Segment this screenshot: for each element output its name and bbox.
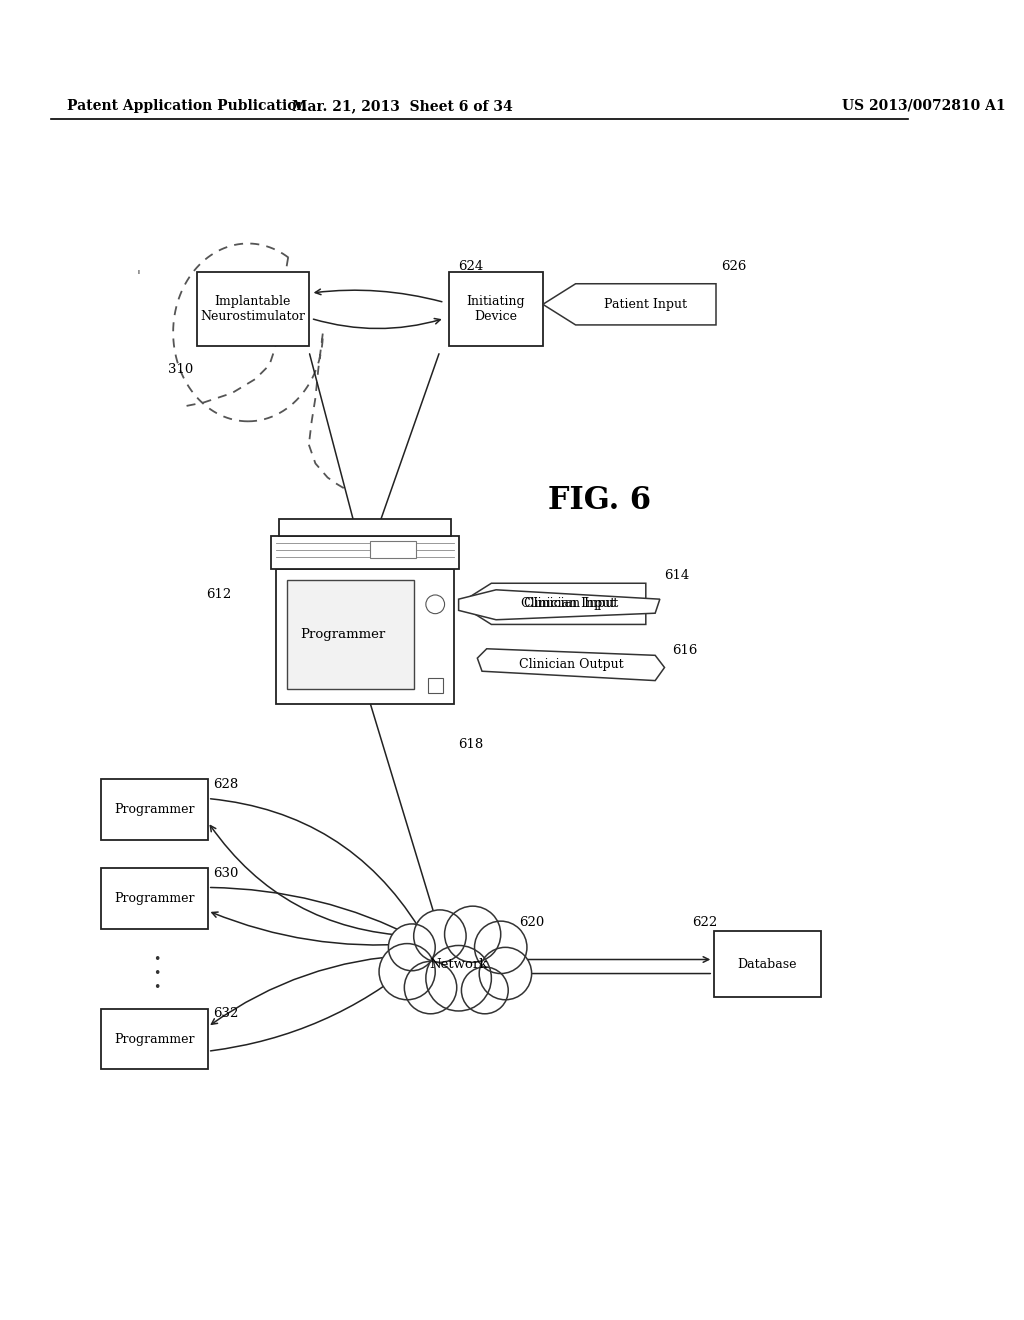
Circle shape <box>474 921 527 974</box>
Bar <box>100 779 208 840</box>
Polygon shape <box>459 583 646 624</box>
Text: Mar. 21, 2013  Sheet 6 of 34: Mar. 21, 2013 Sheet 6 of 34 <box>292 99 513 114</box>
Text: FIG. 6: FIG. 6 <box>548 486 650 516</box>
Bar <box>279 519 452 536</box>
Bar <box>271 536 459 569</box>
Polygon shape <box>543 284 716 325</box>
Text: 612: 612 <box>206 587 231 601</box>
Text: Network: Network <box>429 958 487 970</box>
Text: 614: 614 <box>665 569 690 582</box>
Text: Clinician Input: Clinician Input <box>524 598 618 610</box>
Circle shape <box>426 945 492 1011</box>
Text: ': ' <box>136 269 140 284</box>
Text: 632: 632 <box>213 1007 239 1020</box>
Text: Initiating
Device: Initiating Device <box>467 294 525 323</box>
Text: •: • <box>154 968 161 979</box>
Bar <box>428 678 442 693</box>
Text: 310: 310 <box>169 363 194 376</box>
Circle shape <box>479 948 531 999</box>
Bar <box>288 579 414 689</box>
Circle shape <box>379 944 435 999</box>
Text: Programmer: Programmer <box>115 892 195 906</box>
Polygon shape <box>477 648 665 681</box>
Text: •: • <box>154 981 161 994</box>
Bar <box>100 1008 208 1069</box>
Text: 622: 622 <box>692 916 718 928</box>
Bar <box>276 569 454 705</box>
Text: 610: 610 <box>375 532 399 545</box>
Text: Programmer: Programmer <box>300 628 386 642</box>
Text: 620: 620 <box>519 916 545 928</box>
Circle shape <box>388 924 435 970</box>
Text: Implantable
Neurostimulator: Implantable Neurostimulator <box>201 294 305 323</box>
Text: Patient Input: Patient Input <box>604 298 687 310</box>
Text: Programmer: Programmer <box>115 1032 195 1045</box>
Text: US 2013/0072810 A1: US 2013/0072810 A1 <box>843 99 1006 114</box>
Circle shape <box>444 906 501 962</box>
Bar <box>714 932 821 997</box>
Polygon shape <box>459 590 659 620</box>
Text: Patent Application Publication: Patent Application Publication <box>68 99 307 114</box>
Circle shape <box>414 909 466 962</box>
Bar <box>100 869 208 929</box>
Text: 628: 628 <box>213 777 239 791</box>
Text: 630: 630 <box>213 867 239 880</box>
Circle shape <box>462 968 508 1014</box>
Text: 624: 624 <box>459 260 484 273</box>
Text: 626: 626 <box>721 260 746 273</box>
Text: Clinician Input: Clinician Input <box>521 598 615 610</box>
Text: 618: 618 <box>459 738 484 751</box>
Bar <box>370 541 417 557</box>
Text: •: • <box>154 953 161 966</box>
Circle shape <box>426 595 444 614</box>
Bar <box>450 272 543 346</box>
Text: Programmer: Programmer <box>115 804 195 816</box>
Circle shape <box>404 961 457 1014</box>
Bar <box>197 272 309 346</box>
Text: Clinician Output: Clinician Output <box>518 659 624 671</box>
Text: Database: Database <box>737 958 798 970</box>
Text: 616: 616 <box>672 644 697 657</box>
